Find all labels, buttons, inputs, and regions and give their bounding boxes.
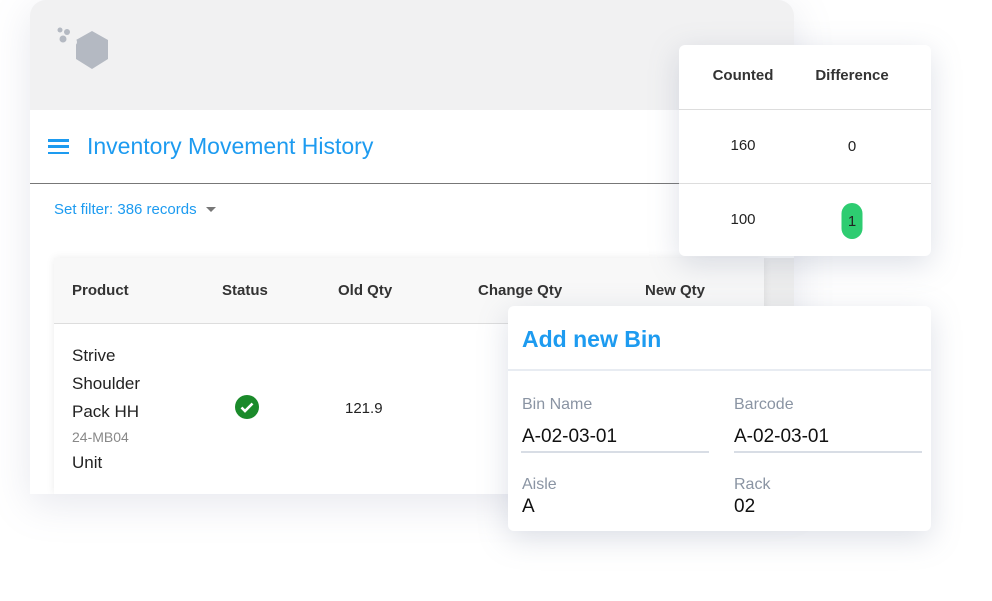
check-circle-icon [235,395,259,419]
product-unit: Unit [72,453,103,472]
col-counted: Counted [712,67,774,84]
aisle-label: Aisle [522,476,557,493]
count-row[interactable]: 160 0 [679,109,931,183]
col-new-qty[interactable]: New Qty [645,282,706,299]
product-sku: 24-MB04 [72,429,129,445]
aisle-value[interactable]: A [522,496,535,517]
rack-value[interactable]: 02 [734,496,756,517]
page-title: Inventory Movement History [87,133,374,159]
product-name: Shoulder [72,374,141,393]
add-bin-title: Add new Bin [508,306,931,371]
col-status[interactable]: Status [222,282,268,299]
caret-down-icon [205,207,216,212]
hamburger-menu-icon[interactable] [48,139,69,154]
filter-dropdown[interactable]: Set filter: 386 records [54,201,216,218]
product-name: Strive [72,346,116,365]
product-name: Pack HH [72,402,140,421]
bin-name-underline [521,451,709,453]
col-difference: Difference [815,67,889,84]
col-change-qty[interactable]: Change Qty [478,282,563,299]
add-bin-card: Add new Bin Bin Name A-02-03-01 Barcode … [508,306,931,531]
old-qty: 121.9 [345,400,383,417]
count-row[interactable]: 100 1 [679,183,931,257]
count-header: Counted Difference [679,45,931,109]
barcode-input[interactable]: A-02-03-01 [734,426,830,447]
bin-name-label: Bin Name [522,396,593,413]
bin-name-input[interactable]: A-02-03-01 [522,426,618,447]
filter-label: Set filter: 386 records [54,201,197,218]
page-header: Inventory Movement History [30,110,794,184]
barcode-underline [734,451,922,453]
difference-value: 0 [847,138,857,155]
counted-value: 100 [730,211,756,228]
count-card: Counted Difference 160 0 100 1 [679,45,931,256]
logo-icon [57,27,108,69]
col-old-qty[interactable]: Old Qty [338,282,393,299]
col-product[interactable]: Product [72,282,129,299]
difference-badge: 1 [841,203,863,239]
counted-value: 160 [730,137,756,154]
barcode-label: Barcode [734,396,794,413]
rack-label: Rack [734,476,771,493]
